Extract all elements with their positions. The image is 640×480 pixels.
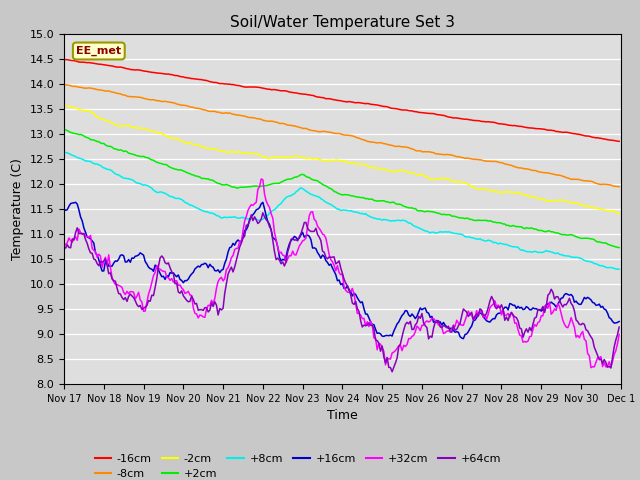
+2cm (226, 183, 234, 189)
+2cm (60, 127, 68, 132)
Y-axis label: Temperature (C): Temperature (C) (11, 158, 24, 260)
+64cm (524, 329, 532, 335)
+16cm (226, 245, 234, 251)
+2cm (514, 224, 522, 229)
+2cm (183, 169, 191, 175)
-16cm (60, 57, 68, 62)
+64cm (373, 338, 381, 344)
+16cm (518, 304, 525, 310)
-8cm (183, 103, 191, 108)
+8cm (372, 216, 380, 221)
+16cm (615, 319, 623, 324)
-16cm (67, 58, 74, 63)
+8cm (514, 244, 522, 250)
-16cm (514, 123, 522, 129)
+32cm (67, 238, 74, 244)
+8cm (615, 266, 623, 272)
Line: -8cm: -8cm (64, 84, 619, 187)
-2cm (228, 149, 236, 155)
+32cm (373, 347, 381, 353)
+8cm (67, 152, 74, 157)
-2cm (62, 103, 70, 108)
Line: -16cm: -16cm (64, 60, 619, 141)
+32cm (522, 339, 530, 345)
Legend: -16cm, -8cm, -2cm, +2cm, +8cm, +16cm, +32cm, +64cm: -16cm, -8cm, -2cm, +2cm, +8cm, +16cm, +3… (90, 449, 506, 480)
+32cm (516, 332, 524, 338)
Line: +64cm: +64cm (64, 213, 619, 372)
+64cm (183, 298, 191, 303)
-16cm (183, 75, 191, 81)
-8cm (615, 184, 623, 190)
-16cm (615, 138, 623, 144)
+16cm (259, 199, 267, 205)
-2cm (516, 190, 524, 196)
+64cm (259, 210, 267, 216)
+16cm (373, 331, 381, 336)
+2cm (67, 130, 74, 135)
-2cm (68, 105, 76, 110)
+32cm (257, 176, 265, 182)
-16cm (226, 81, 234, 87)
Line: +2cm: +2cm (64, 130, 619, 248)
Line: +16cm: +16cm (64, 202, 619, 338)
+8cm (60, 149, 68, 155)
-2cm (615, 211, 623, 216)
-16cm (521, 124, 529, 130)
+32cm (183, 290, 191, 296)
+8cm (521, 248, 529, 254)
-16cm (372, 102, 380, 108)
+2cm (372, 198, 380, 204)
+64cm (518, 326, 525, 332)
+8cm (183, 200, 191, 206)
+16cm (460, 336, 467, 341)
-2cm (522, 192, 530, 198)
Text: EE_met: EE_met (76, 46, 122, 56)
-2cm (60, 103, 68, 108)
+16cm (67, 201, 74, 206)
+32cm (615, 332, 623, 337)
-8cm (514, 165, 522, 170)
+64cm (60, 244, 68, 250)
Line: +8cm: +8cm (64, 152, 619, 269)
-8cm (521, 166, 529, 172)
+16cm (183, 278, 191, 284)
+8cm (226, 214, 234, 220)
Line: +32cm: +32cm (64, 179, 619, 368)
+64cm (615, 324, 623, 330)
-8cm (372, 140, 380, 145)
+64cm (388, 369, 396, 375)
-8cm (226, 110, 234, 116)
Title: Soil/Water Temperature Set 3: Soil/Water Temperature Set 3 (230, 15, 455, 30)
+32cm (226, 261, 234, 266)
X-axis label: Time: Time (327, 409, 358, 422)
+16cm (60, 206, 68, 212)
-2cm (373, 165, 381, 171)
-8cm (60, 82, 68, 87)
+64cm (67, 245, 74, 251)
+32cm (60, 240, 68, 246)
+16cm (524, 305, 532, 311)
-8cm (67, 83, 74, 89)
+64cm (226, 267, 234, 273)
+2cm (521, 226, 529, 232)
+2cm (615, 245, 623, 251)
+32cm (587, 365, 595, 371)
Line: -2cm: -2cm (64, 106, 619, 214)
-2cm (184, 141, 192, 146)
